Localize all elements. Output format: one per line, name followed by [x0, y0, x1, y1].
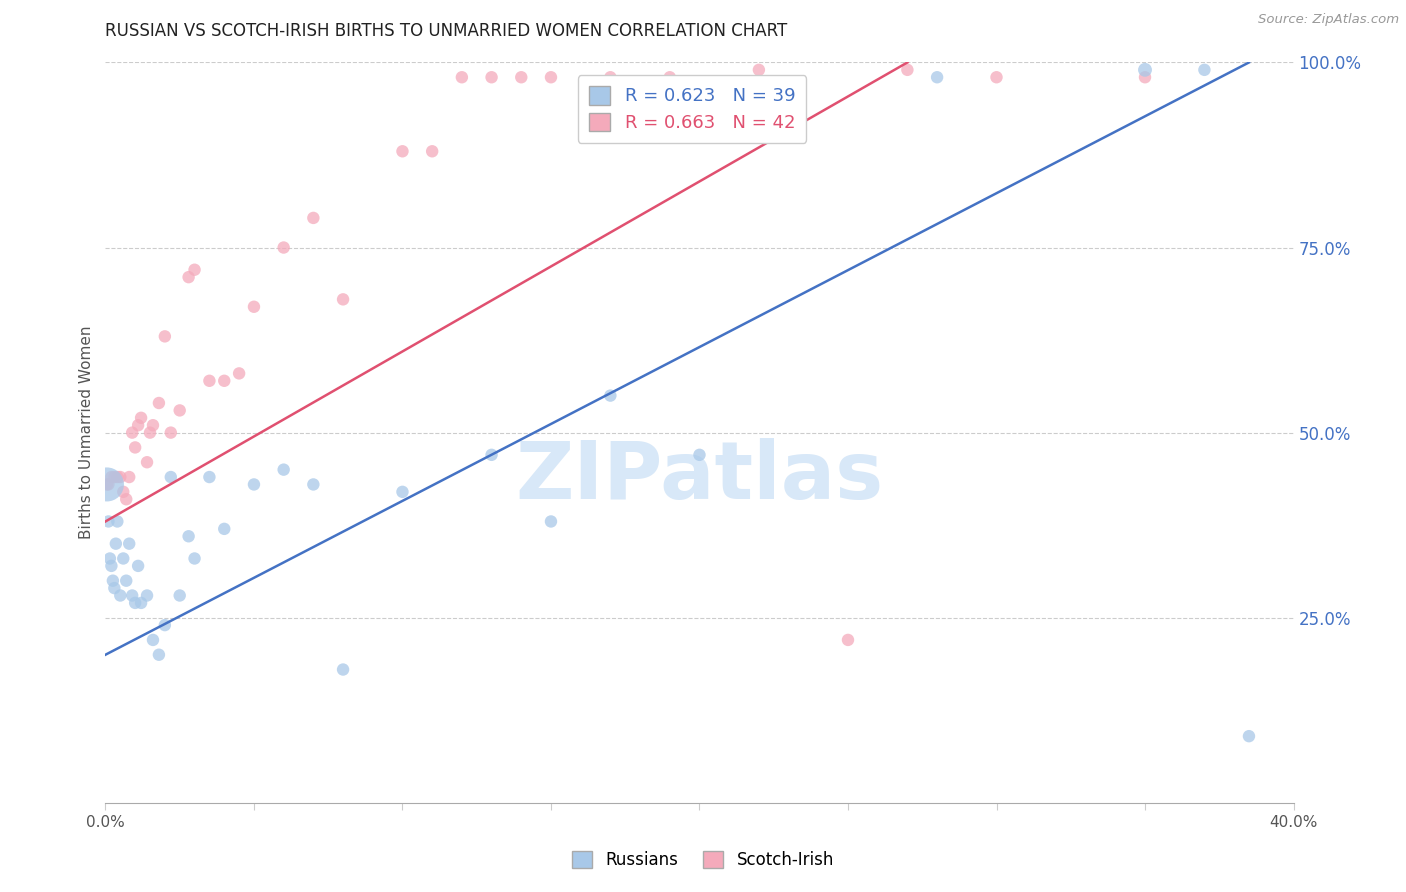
Point [599, 389, 621, 403]
Point [110, 470, 132, 484]
Point [148, 396, 170, 410]
Point [142, 418, 165, 433]
Point [129, 596, 152, 610]
Point [748, 62, 770, 77]
Point [986, 70, 1008, 85]
Point [391, 484, 413, 499]
Point [127, 558, 149, 573]
Point [273, 241, 295, 255]
Point [101, 574, 124, 588]
Point [100, 470, 122, 484]
Point [104, 537, 127, 551]
Point [214, 374, 236, 388]
Point [98, 551, 121, 566]
Text: Source: ZipAtlas.com: Source: ZipAtlas.com [1258, 13, 1399, 27]
Point [689, 448, 711, 462]
Point [540, 70, 562, 85]
Point [97, 515, 120, 529]
Point [302, 477, 325, 491]
Point [169, 589, 191, 603]
Point [332, 293, 354, 307]
Point [148, 648, 170, 662]
Point [183, 262, 205, 277]
Point [302, 211, 325, 225]
Point [198, 374, 221, 388]
Point [115, 492, 138, 507]
Point [136, 589, 159, 603]
Point [214, 522, 236, 536]
Point [124, 441, 146, 455]
Point [115, 574, 138, 588]
Point [169, 403, 191, 417]
Point [105, 470, 128, 484]
Point [103, 581, 125, 595]
Point [129, 410, 152, 425]
Point [96, 477, 118, 491]
Point [1133, 62, 1156, 77]
Point [153, 618, 176, 632]
Point [127, 418, 149, 433]
Point [510, 70, 533, 85]
Point [481, 70, 503, 85]
Text: ZIPatlas: ZIPatlas [516, 438, 883, 516]
Point [121, 589, 143, 603]
Point [136, 455, 159, 469]
Point [153, 329, 176, 343]
Point [450, 70, 472, 85]
Legend: Russians, Scotch-Irish: Russians, Scotch-Irish [562, 841, 844, 880]
Point [142, 632, 165, 647]
Point [243, 477, 266, 491]
Point [103, 470, 125, 484]
Point [121, 425, 143, 440]
Point [100, 558, 122, 573]
Point [118, 470, 141, 484]
Point [540, 515, 562, 529]
Text: RUSSIAN VS SCOTCH-IRISH BIRTHS TO UNMARRIED WOMEN CORRELATION CHART: RUSSIAN VS SCOTCH-IRISH BIRTHS TO UNMARR… [105, 22, 787, 40]
Point [139, 425, 162, 440]
Point [332, 663, 354, 677]
Point [1133, 70, 1156, 85]
Point [198, 470, 221, 484]
Point [837, 632, 859, 647]
Point [124, 596, 146, 610]
Point [1194, 62, 1216, 77]
Point [159, 425, 181, 440]
Point [177, 270, 200, 285]
Point [112, 484, 135, 499]
Point [177, 529, 200, 543]
Point [159, 470, 181, 484]
Point [658, 70, 681, 85]
Point [599, 70, 621, 85]
Point [243, 300, 266, 314]
Point [118, 537, 141, 551]
Point [183, 551, 205, 566]
Point [273, 463, 295, 477]
Point [96, 477, 118, 491]
Y-axis label: Births to Unmarried Women: Births to Unmarried Women [79, 326, 94, 540]
Point [481, 448, 503, 462]
Legend: R = 0.623   N = 39, R = 0.663   N = 42: R = 0.623 N = 39, R = 0.663 N = 42 [578, 75, 806, 143]
Point [105, 515, 128, 529]
Point [927, 70, 949, 85]
Point [97, 477, 120, 491]
Point [420, 145, 443, 159]
Point [228, 367, 250, 381]
Point [110, 589, 132, 603]
Point [1237, 729, 1260, 743]
Point [112, 551, 135, 566]
Point [391, 145, 413, 159]
Point [896, 62, 918, 77]
